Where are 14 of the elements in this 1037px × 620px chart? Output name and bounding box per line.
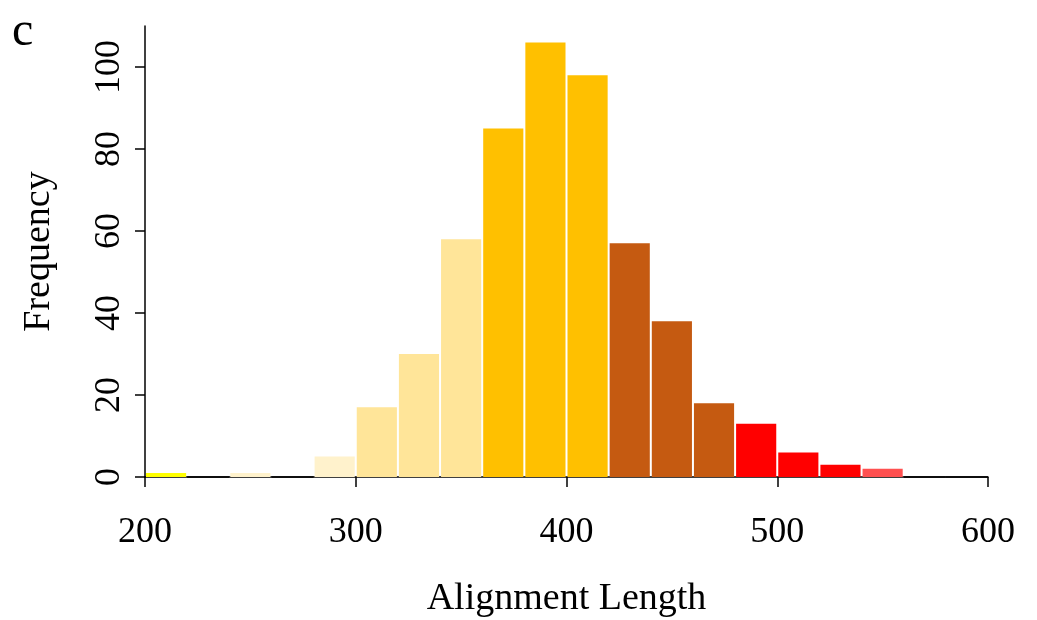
y-axis-title: Frequency [15,171,57,332]
x-tick-label: 500 [750,510,805,550]
y-tick-label: 100 [87,40,127,94]
x-axis-title: Alignment Length [426,575,707,617]
y-tick-label: 0 [87,468,127,486]
y-tick-label: 20 [87,377,127,413]
y-tick-label: 60 [87,213,127,249]
x-tick-label: 300 [328,510,383,550]
y-tick-label: 40 [87,295,127,331]
x-tick-label: 400 [539,510,594,550]
x-tick-label: 200 [118,510,172,550]
text: c [12,1,34,55]
y-tick-label: 80 [87,131,127,167]
x-tick-label: 600 [961,510,1015,550]
